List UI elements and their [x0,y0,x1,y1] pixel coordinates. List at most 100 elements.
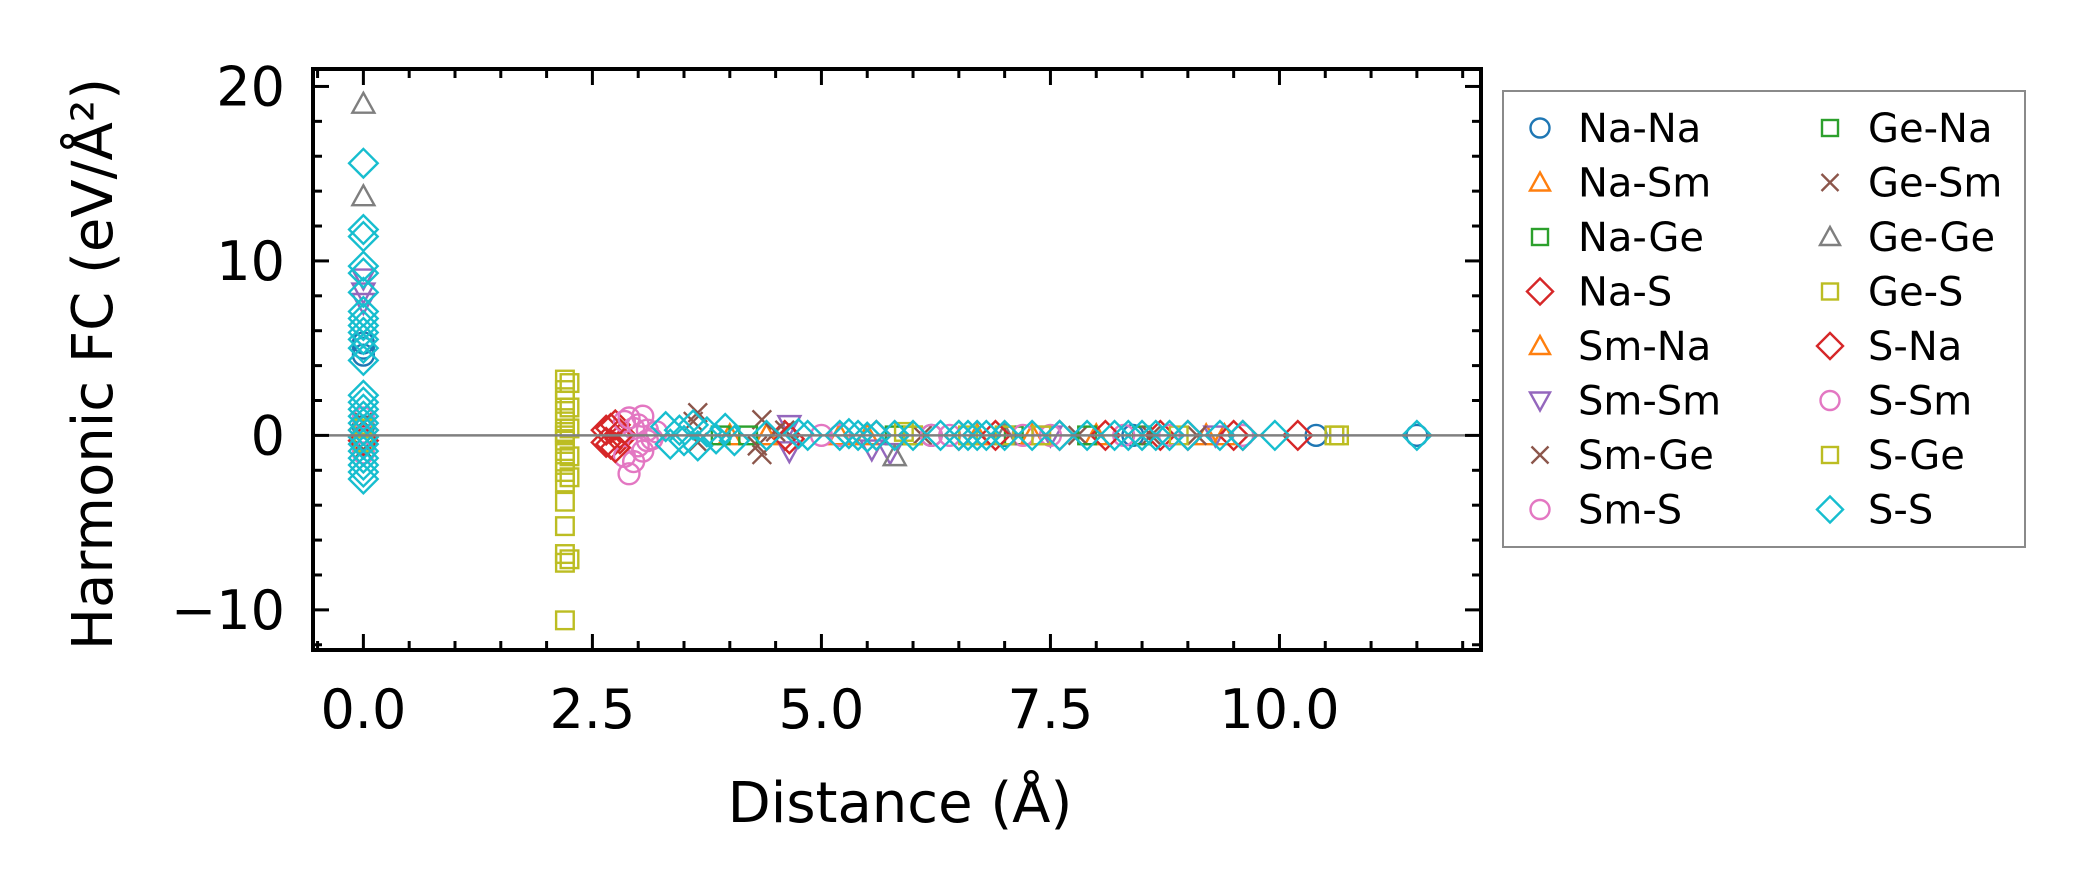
data-point [881,442,908,467]
legend-entry: Na-Na [1529,106,1701,152]
data-point [559,549,580,570]
data-point [690,415,723,448]
data-point [649,410,682,443]
data-point [1171,419,1204,452]
legend-entry: Sm-Ge [1530,433,1714,479]
data-point [554,380,575,401]
legend-marker [1529,117,1551,139]
legend-label: Ge-S [1868,270,1963,316]
legend-label: Na-Ge [1578,215,1704,261]
data-point [1226,419,1259,452]
data-point [1112,419,1145,452]
legend-box [1502,90,2026,548]
data-point [851,421,884,454]
y-tick-label: −10 [171,579,285,642]
data-point [832,417,865,450]
data-point [347,257,380,290]
data-point [347,332,380,365]
legend-entry: S-Ge [1820,433,1965,479]
legend-marker [1820,173,1840,192]
legend-marker [1820,282,1840,301]
legend-label: Na-S [1578,270,1672,316]
points-layer [347,90,1433,631]
data-point [554,451,575,472]
legend-entry: Na-S [1525,270,1672,316]
legend-label: Na-Sm [1578,161,1711,207]
series-s-ge [559,373,1350,570]
legend-entry: Sm-Sm [1527,379,1721,425]
legend-entry: Na-Sm [1527,161,1711,207]
legend-label: S-S [1868,488,1933,534]
data-point [347,250,380,283]
data-point [554,441,575,462]
legend-entry: S-Sm [1819,379,1972,425]
legend-marker [1529,498,1551,521]
data-point [347,463,380,496]
legend-marker [1815,331,1845,361]
data-point [961,419,994,452]
legend-marker [1817,224,1843,247]
data-point [347,276,380,309]
x-tick-label: 5.0 [778,678,864,741]
data-point [1281,419,1314,452]
data-point [897,419,930,452]
data-point [347,147,380,180]
data-point [554,472,575,493]
x-tick-label: 7.5 [1007,678,1093,741]
data-point [559,418,580,439]
data-point [554,516,575,537]
legend-label: Sm-Ge [1578,433,1714,479]
legend-marker [1527,391,1553,413]
data-point [1203,419,1236,452]
data-point [709,412,742,445]
legend-label: Sm-Sm [1578,379,1721,425]
data-point [554,491,575,512]
data-point [559,467,580,488]
x-tick-label: 2.5 [549,678,635,741]
data-point [347,442,380,475]
data-point [350,182,377,207]
legend-marker [1820,445,1840,465]
x-tick-label: 10.0 [1219,678,1339,741]
data-point [554,390,575,411]
legend-label: S-Sm [1868,379,1972,425]
data-point [1400,419,1433,452]
data-point [554,610,575,631]
data-point [347,309,380,342]
legend-marker [1527,333,1553,356]
data-point [776,441,803,465]
data-point [1217,419,1250,452]
legend-marker [1527,170,1553,192]
data-point [747,435,768,457]
legend-label: S-Ge [1868,433,1965,479]
data-point [347,213,380,246]
data-point [791,419,824,452]
data-point [776,414,803,439]
legend: Na-Na Na-Sm Na-Ge Na-S Sm-Na Sm-Sm Sm-Ge Sm-S Ge… [1502,90,2026,548]
legend-label: Ge-Sm [1868,161,2002,207]
data-point [681,429,714,462]
legend-entry: Na-Ge [1530,215,1704,261]
data-point [351,336,376,360]
y-tick-label: 20 [216,55,285,118]
legend-marker [1815,494,1845,525]
data-point [350,268,377,292]
data-point [1071,419,1104,452]
legend-entry: Ge-Ge [1817,215,1995,261]
legend-entry: Ge-Na [1820,106,1992,152]
legend-entry: Ge-S [1820,270,1963,316]
legend-entry: S-Na [1815,324,1962,370]
data-point [1258,419,1291,452]
data-point [554,369,575,390]
legend-entry: Sm-Na [1527,324,1711,370]
data-point [554,552,575,573]
data-point [654,428,687,461]
legend-marker [1530,227,1550,247]
plot-frame [311,67,1483,652]
data-point [347,449,380,482]
x-tick-label: 0.0 [320,678,406,741]
data-point [1126,419,1159,452]
data-point [559,373,580,394]
data-point [1098,419,1131,452]
